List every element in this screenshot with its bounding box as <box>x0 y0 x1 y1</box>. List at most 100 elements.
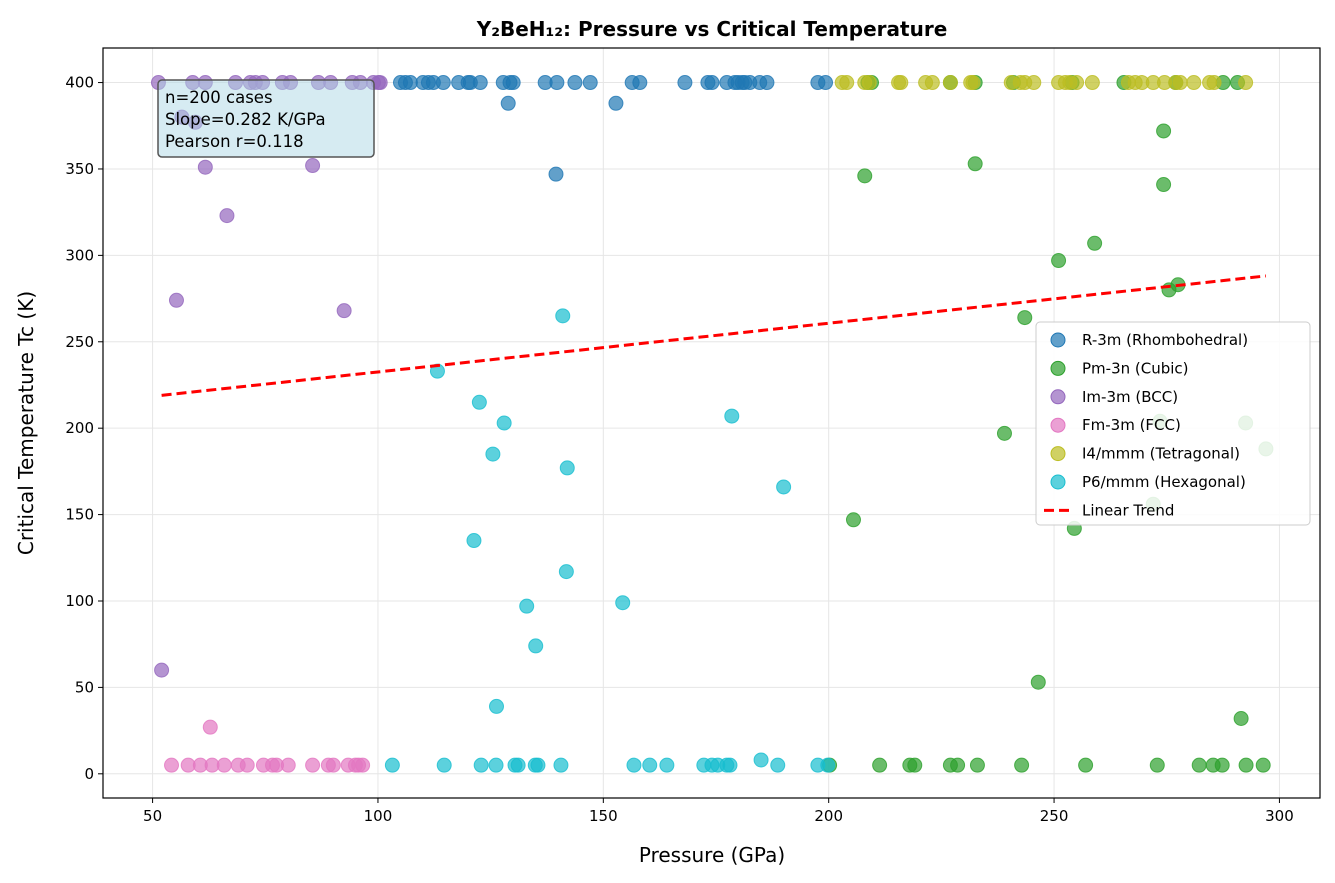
data-point <box>567 75 583 91</box>
data-point <box>384 757 400 773</box>
data-point <box>1051 253 1067 269</box>
data-point <box>872 757 888 773</box>
data-point <box>168 292 184 308</box>
data-point <box>466 533 482 549</box>
data-point <box>555 308 571 324</box>
x-tick-label: 50 <box>143 807 162 825</box>
data-point <box>1078 757 1094 773</box>
data-point <box>549 75 565 91</box>
y-tick-label: 50 <box>75 678 94 696</box>
data-point <box>608 95 624 111</box>
data-point <box>355 757 371 773</box>
data-point <box>216 757 232 773</box>
annotation-line: Pearson r=0.118 <box>165 132 304 151</box>
x-axis-label: Pressure (GPa) <box>639 843 785 867</box>
legend-label: Linear Trend <box>1082 501 1174 519</box>
data-point <box>197 159 213 175</box>
y-axis-label: Critical Temperature Tc (K) <box>14 291 38 555</box>
data-point <box>776 479 792 495</box>
data-point <box>642 757 658 773</box>
data-point <box>770 757 786 773</box>
data-point <box>724 408 740 424</box>
data-point <box>485 446 501 462</box>
legend-label: Im-3m (BCC) <box>1082 388 1178 406</box>
data-point <box>1238 75 1254 91</box>
annotation-line: n=200 cases <box>165 88 273 107</box>
data-point <box>336 303 352 319</box>
data-point <box>924 75 940 91</box>
data-point <box>942 75 958 91</box>
data-point <box>659 757 675 773</box>
legend-marker <box>1050 389 1066 405</box>
data-point <box>519 598 535 614</box>
legend-marker <box>1050 446 1066 462</box>
data-point <box>615 595 631 611</box>
data-point <box>1186 75 1202 91</box>
legend-label: I4/mmm (Tetragonal) <box>1082 445 1240 463</box>
series-r-3m <box>392 75 834 182</box>
data-point <box>436 757 452 773</box>
data-point <box>1206 75 1222 91</box>
data-point <box>1026 75 1042 91</box>
data-point <box>1069 75 1085 91</box>
data-point <box>1214 757 1230 773</box>
data-point <box>820 757 836 773</box>
data-point <box>435 75 451 91</box>
data-point <box>305 158 321 174</box>
data-point <box>219 208 235 224</box>
data-point <box>325 757 341 773</box>
data-point <box>1156 177 1172 193</box>
y-tick-label: 400 <box>65 74 94 92</box>
series-p6-mmm <box>384 308 836 773</box>
data-point <box>722 757 738 773</box>
data-point <box>559 460 575 476</box>
y-tick-label: 100 <box>65 592 94 610</box>
legend-marker <box>1050 360 1066 376</box>
data-point <box>548 166 564 182</box>
chart-title: Y₂BeH₁₂: Pressure vs Critical Temperatur… <box>476 17 948 41</box>
series-i4-mmm <box>834 75 1254 91</box>
x-tick-label: 250 <box>1040 807 1069 825</box>
data-point <box>996 425 1012 441</box>
annotation-line: Slope=0.282 K/GPa <box>165 110 326 129</box>
data-point <box>582 75 598 91</box>
legend-marker <box>1050 417 1066 433</box>
legend-marker <box>1050 474 1066 490</box>
data-point <box>1156 123 1172 139</box>
data-point <box>488 757 504 773</box>
data-point <box>1014 757 1030 773</box>
data-point <box>402 75 418 91</box>
y-tick-label: 200 <box>65 419 94 437</box>
data-point <box>488 698 504 714</box>
data-point <box>372 75 388 91</box>
data-point <box>632 75 648 91</box>
data-point <box>473 757 489 773</box>
data-point <box>677 75 693 91</box>
data-point <box>1149 757 1165 773</box>
data-point <box>1017 310 1033 326</box>
linear-trend-line <box>161 274 1267 397</box>
data-point <box>558 564 574 580</box>
data-point <box>907 757 923 773</box>
data-point <box>967 156 983 172</box>
series-fm-3m <box>164 719 371 773</box>
data-point <box>280 757 296 773</box>
y-tick-label: 300 <box>65 246 94 264</box>
data-point <box>239 757 255 773</box>
series-im-3m <box>150 75 388 678</box>
trend-line <box>161 274 1267 397</box>
data-point <box>1030 674 1046 690</box>
data-point <box>530 757 546 773</box>
data-point <box>759 75 775 91</box>
x-tick-label: 150 <box>589 807 618 825</box>
data-point <box>1084 75 1100 91</box>
data-point <box>626 757 642 773</box>
data-point <box>1233 711 1249 727</box>
data-point <box>965 75 981 91</box>
data-point <box>1191 757 1207 773</box>
data-point <box>202 719 218 735</box>
x-tick-label: 100 <box>364 807 393 825</box>
data-point <box>496 415 512 431</box>
data-point <box>1087 235 1103 251</box>
data-point <box>154 662 170 678</box>
